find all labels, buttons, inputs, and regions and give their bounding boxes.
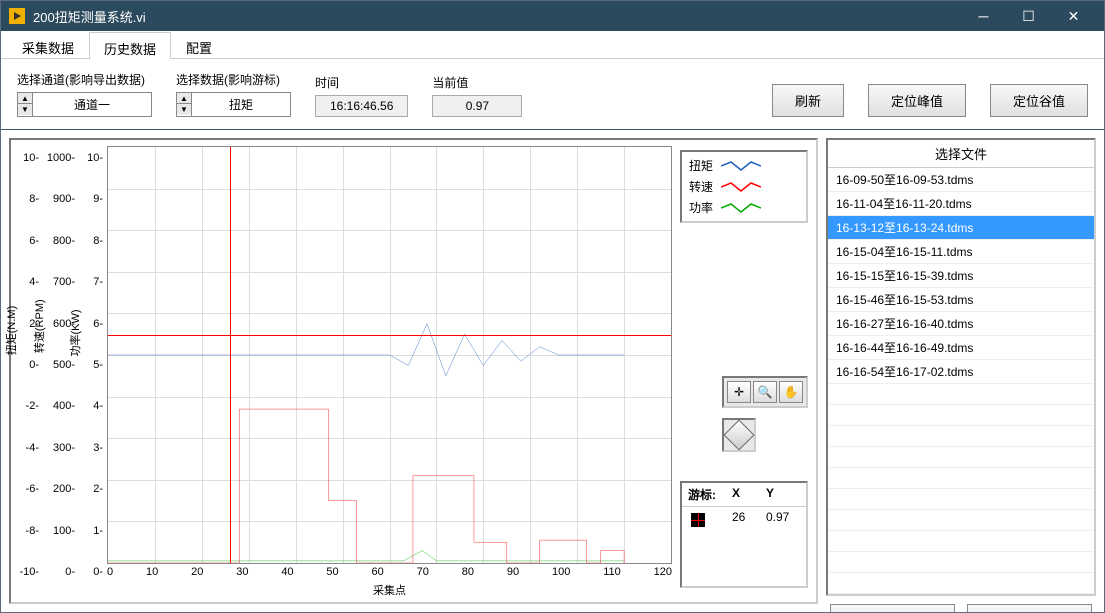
crosshair-tool-icon[interactable]: ✛ (727, 381, 751, 403)
minimize-button[interactable]: ─ (961, 1, 1006, 31)
file-item[interactable]: 16-13-12至16-13-24.tdms (828, 216, 1094, 240)
locate-peak-button[interactable]: 定位峰值 (868, 84, 966, 117)
x-axis: 0102030405060708090100110120 (107, 564, 672, 580)
file-item[interactable]: 16-09-50至16-09-53.tdms (828, 168, 1094, 192)
data-input[interactable]: 扭矩 (191, 92, 291, 117)
tab-采集数据[interactable]: 采集数据 (7, 31, 89, 58)
file-list-title: 选择文件 (828, 140, 1094, 168)
current-value: 0.97 (432, 95, 522, 117)
file-item[interactable]: 16-15-15至16-15-39.tdms (828, 264, 1094, 288)
current-label: 当前值 (432, 74, 522, 91)
data-spinner[interactable]: ▲▼ (176, 92, 191, 117)
tab-历史数据[interactable]: 历史数据 (89, 32, 171, 59)
file-item[interactable]: 16-11-04至16-11-20.tdms (828, 192, 1094, 216)
cursor-table: 游标: X Y 26 0.97 (680, 481, 808, 588)
file-item[interactable]: 16-15-46至16-15-53.tdms (828, 288, 1094, 312)
file-list[interactable]: 16-09-50至16-09-53.tdms16-11-04至16-11-20.… (828, 168, 1094, 594)
file-list-panel: 选择文件 16-09-50至16-09-53.tdms16-11-04至16-1… (826, 138, 1096, 596)
cursor-x-header: X (726, 483, 760, 506)
back-button[interactable]: 返回根目录 (967, 604, 1092, 612)
time-value: 16:16:46.56 (315, 95, 408, 117)
file-item[interactable]: 16-16-54至16-17-02.tdms (828, 360, 1094, 384)
file-item[interactable]: 16-16-27至16-16-40.tdms (828, 312, 1094, 336)
data-label: 选择数据(影响游标) (176, 71, 291, 88)
current-value-group: 当前值 0.97 (432, 74, 522, 117)
file-item[interactable]: 16-15-04至16-15-11.tdms (828, 240, 1094, 264)
legend-item[interactable]: 转速 (685, 176, 803, 197)
legend-item[interactable]: 功率 (685, 197, 803, 218)
close-button[interactable]: ✕ (1051, 1, 1096, 31)
titlebar: 200扭矩测量系统.vi ─ ☐ ✕ (1, 1, 1104, 31)
toolbar: 选择通道(影响导出数据) ▲▼ 通道一 选择数据(影响游标) ▲▼ 扭矩 时间 … (1, 59, 1104, 130)
data-selector-group: 选择数据(影响游标) ▲▼ 扭矩 (176, 71, 291, 117)
legend: 扭矩转速功率 (680, 150, 808, 223)
x-axis-label: 采集点 (107, 580, 672, 598)
time-group: 时间 16:16:46.56 (315, 74, 408, 117)
refresh-button[interactable]: 刷新 (772, 84, 844, 117)
cursor-x-value: 26 (726, 507, 760, 536)
time-label: 时间 (315, 74, 408, 91)
right-panel: 选择文件 16-09-50至16-09-53.tdms16-11-04至16-1… (826, 138, 1096, 604)
y-axes: 10-8-6-4-2-0--2--4--6--8--10-扭矩(N.M)1000… (15, 146, 107, 598)
pan-tool-icon[interactable]: ✋ (779, 381, 803, 403)
nav-diamond[interactable] (722, 418, 756, 452)
cursor-icon (691, 513, 705, 527)
cursor-y-value: 0.97 (760, 507, 795, 536)
app-icon (9, 8, 25, 24)
app-window: 200扭矩测量系统.vi ─ ☐ ✕ 采集数据历史数据配置 选择通道(影响导出数… (0, 0, 1105, 613)
legend-item[interactable]: 扭矩 (685, 155, 803, 176)
cursor-y-header: Y (760, 483, 780, 506)
channel-input[interactable]: 通道一 (32, 92, 152, 117)
file-item[interactable]: 16-16-44至16-16-49.tdms (828, 336, 1094, 360)
channel-spinner[interactable]: ▲▼ (17, 92, 32, 117)
cursor-row[interactable]: 26 0.97 (682, 507, 806, 536)
window-title: 200扭矩测量系统.vi (33, 7, 961, 26)
chart-panel: 10-8-6-4-2-0--2--4--6--8--10-扭矩(N.M)1000… (9, 138, 818, 604)
maximize-button[interactable]: ☐ (1006, 1, 1051, 31)
zoom-tool-icon[interactable]: 🔍 (753, 381, 777, 403)
chart-tools: ✛ 🔍 ✋ (722, 376, 808, 452)
zoom-pan-tools: ✛ 🔍 ✋ (722, 376, 808, 408)
channel-selector-group: 选择通道(影响导出数据) ▲▼ 通道一 (17, 71, 152, 117)
tab-bar: 采集数据历史数据配置 (1, 31, 1104, 59)
locate-valley-button[interactable]: 定位谷值 (990, 84, 1088, 117)
export-button[interactable]: 导出数据 (830, 604, 955, 612)
cursor-header: 游标: (682, 483, 726, 506)
chart-container: 10-8-6-4-2-0--2--4--6--8--10-扭矩(N.M)1000… (15, 146, 672, 598)
plot-area[interactable] (107, 146, 672, 564)
channel-label: 选择通道(影响导出数据) (17, 71, 152, 88)
main-body: 10-8-6-4-2-0--2--4--6--8--10-扭矩(N.M)1000… (1, 130, 1104, 612)
tab-配置[interactable]: 配置 (171, 31, 227, 58)
